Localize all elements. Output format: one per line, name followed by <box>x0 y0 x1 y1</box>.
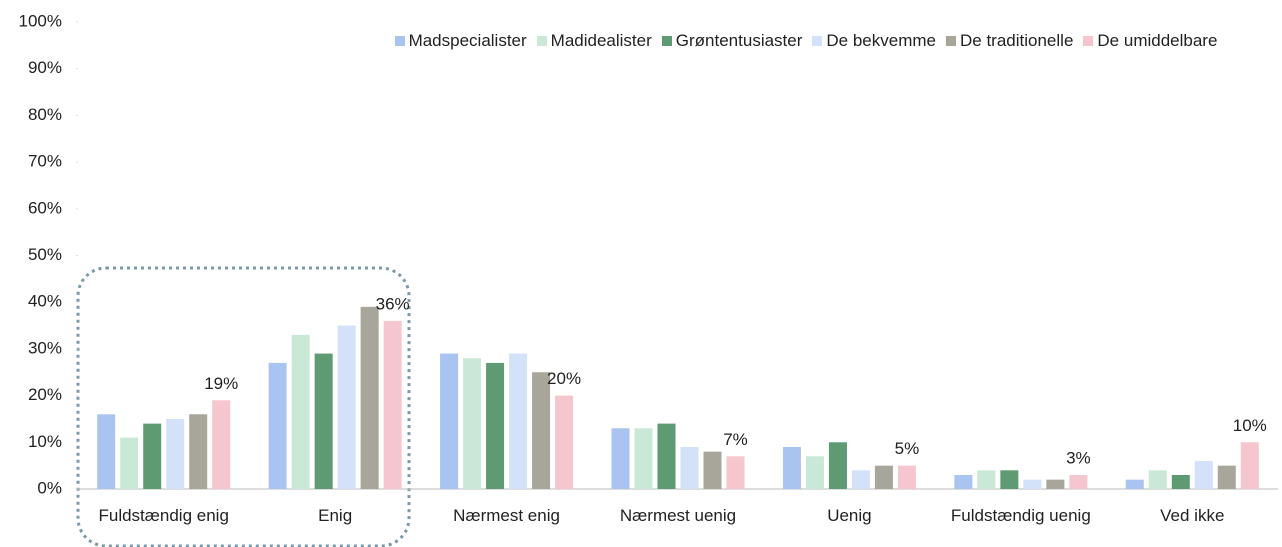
legend-label: De traditionelle <box>960 31 1074 50</box>
bar <box>463 358 482 489</box>
legend-swatch <box>394 36 405 46</box>
bar <box>1148 470 1167 489</box>
data-label: 3% <box>1066 448 1091 467</box>
y-tick-label: 40% <box>28 292 62 311</box>
bar <box>1240 442 1259 489</box>
legend-swatch <box>812 36 823 46</box>
x-tick-label: Uenig <box>827 506 872 525</box>
legend-label: Madspecialister <box>408 31 527 50</box>
bar <box>954 474 973 489</box>
bar <box>1000 470 1019 489</box>
bar <box>1069 474 1088 489</box>
y-tick-label: 80% <box>28 105 62 124</box>
y-tick-label: 70% <box>28 152 62 171</box>
bar <box>166 418 185 489</box>
bar <box>1023 479 1042 489</box>
data-label: 10% <box>1233 416 1267 435</box>
bar <box>782 446 801 489</box>
legend-item: Grøntentusiaster <box>661 31 803 51</box>
x-tick-label: Ved ikke <box>1160 506 1225 525</box>
y-tick-label: 30% <box>28 338 62 357</box>
legend-swatch <box>1083 36 1094 46</box>
bar <box>1125 479 1144 489</box>
y-tick-label: 10% <box>28 432 62 451</box>
data-label: 19% <box>204 374 238 393</box>
y-tick-label: 60% <box>28 198 62 217</box>
bar <box>486 362 505 489</box>
bar <box>440 353 459 489</box>
legend-item: De traditionelle <box>946 31 1073 51</box>
bar <box>532 372 551 489</box>
bar <box>189 414 208 489</box>
bar <box>509 353 528 489</box>
data-label: 20% <box>547 369 581 388</box>
data-label: 5% <box>895 439 920 458</box>
x-tick-label: Nærmest uenig <box>619 506 737 525</box>
legend-label: Madidealister <box>550 31 652 50</box>
bar <box>1217 465 1236 489</box>
legend-label: Grøntentusiaster <box>675 31 803 50</box>
x-tick-label: Nærmest enig <box>453 506 560 525</box>
bar <box>1046 479 1065 489</box>
bar <box>360 306 379 489</box>
bar <box>337 325 356 489</box>
bar <box>383 320 402 489</box>
highlight-box <box>76 266 411 547</box>
bar <box>828 442 847 489</box>
legend-swatch <box>946 36 956 46</box>
legend-item: De bekvemme <box>812 31 936 51</box>
bar <box>874 465 893 489</box>
legend: Madspecialister Madidealister Grøntentusia… <box>0 31 1282 51</box>
bar <box>120 437 139 489</box>
bar <box>851 470 870 489</box>
bar <box>611 428 630 489</box>
bar <box>143 423 162 489</box>
bar <box>291 334 310 489</box>
bar <box>657 423 676 489</box>
bar <box>555 395 574 489</box>
bar <box>680 446 699 489</box>
legend-swatch <box>536 36 547 46</box>
bar <box>97 414 116 489</box>
bar <box>726 456 745 489</box>
y-tick-label: 20% <box>28 385 62 404</box>
legend-label: De bekvemme <box>826 31 936 50</box>
legend-item: Madspecialister <box>394 31 527 51</box>
bar <box>212 400 231 489</box>
legend-swatch <box>661 36 672 46</box>
y-tick-label: 0% <box>37 478 62 497</box>
bar <box>977 470 996 489</box>
bar <box>703 451 722 489</box>
legend-item: De umiddelbare <box>1083 31 1217 51</box>
data-label: 7% <box>723 430 748 449</box>
bar <box>1171 474 1190 489</box>
legend-label: De umiddelbare <box>1097 31 1218 50</box>
data-label: 36% <box>376 294 410 313</box>
x-tick-label: Fuldstændig uenig <box>950 506 1091 525</box>
bar <box>268 362 287 489</box>
y-tick-label: 100% <box>19 11 62 30</box>
y-tick-label: 90% <box>28 58 62 77</box>
legend-item: Madidealister <box>536 31 652 51</box>
bar <box>314 353 333 489</box>
bar <box>1194 460 1213 489</box>
bar <box>897 465 916 489</box>
y-tick-label: 50% <box>28 245 62 264</box>
x-tick-label: Enig <box>318 506 353 525</box>
x-tick-label: Fuldstændig enig <box>98 506 229 525</box>
bar <box>805 456 824 489</box>
bar <box>634 428 653 489</box>
